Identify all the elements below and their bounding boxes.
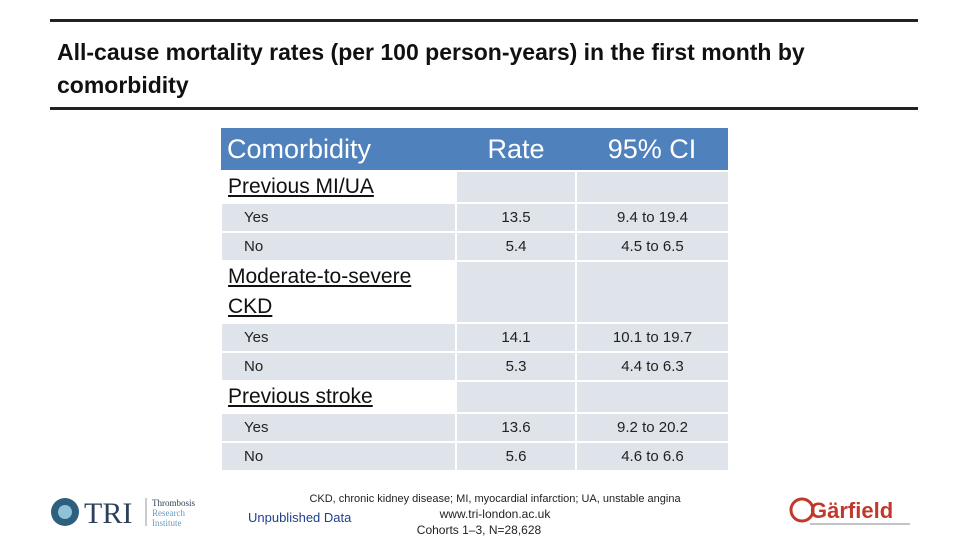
group-row: Previous stroke	[220, 380, 728, 413]
ci: 4.6 to 6.6	[575, 441, 728, 470]
header-row: Comorbidity Rate 95% CI	[221, 128, 728, 171]
column-header: Comorbidity	[221, 128, 456, 171]
row-label: No	[220, 441, 456, 470]
garfield-text: Gärfield	[810, 498, 893, 523]
website: www.tri-london.ac.uk	[439, 507, 551, 521]
unpublished-note: Unpublished Data	[248, 510, 352, 525]
ci: 9.4 to 19.4	[575, 202, 728, 232]
data-row: No 5.3 4.4 to 6.3	[220, 351, 728, 381]
empty-cell	[575, 380, 728, 413]
ci: 9.2 to 20.2	[575, 412, 728, 442]
row-label: No	[220, 351, 456, 381]
table-body: Previous MI/UA Yes 13.5 9.4 to 19.4 No 5.4 4.5…	[220, 170, 728, 470]
data-row: Yes 13.6 9.2 to 20.2	[220, 412, 728, 442]
tri-name: Research	[152, 508, 185, 518]
top-rule	[50, 19, 918, 22]
tri-name: Thrombosis	[152, 498, 195, 508]
row-label: Yes	[220, 322, 456, 352]
cohorts: Cohorts 1–3, N=28,628	[416, 523, 542, 537]
column-header: Rate	[456, 128, 576, 171]
empty-cell	[455, 170, 576, 203]
tri-text: TRI	[84, 497, 132, 530]
data-row: Yes 13.5 9.4 to 19.4	[220, 202, 728, 232]
group-row: Moderate-to-severe CKD	[220, 260, 728, 323]
ci: 4.5 to 6.5	[575, 231, 728, 261]
rate: 5.6	[455, 441, 576, 470]
rate: 13.5	[455, 202, 576, 232]
tri-logo: TRI Thrombosis Research Institute	[51, 497, 195, 530]
title-rule	[50, 107, 918, 110]
group-label: Previous stroke	[220, 380, 456, 413]
rate: 5.3	[455, 351, 576, 381]
ci: 10.1 to 19.7	[575, 322, 728, 352]
garfield-logo: Gärfield	[789, 497, 910, 525]
row-label: Yes	[220, 202, 456, 232]
column-header: 95% CI	[576, 128, 728, 171]
rate: 5.4	[455, 231, 576, 261]
title: All-cause mortality rates (per 100 perso…	[57, 39, 805, 98]
group-label: Moderate-to-severe CKD	[220, 260, 456, 323]
logo-swirl	[789, 497, 815, 523]
empty-cell	[575, 260, 728, 323]
row-label: Yes	[220, 412, 456, 442]
data-row: No 5.4 4.5 to 6.5	[220, 231, 728, 261]
empty-cell	[455, 380, 576, 413]
abbreviations: CKD, chronic kidney disease; MI, myocard…	[309, 493, 681, 505]
rate: 13.6	[455, 412, 576, 442]
row-label: No	[220, 231, 456, 261]
logo-circle-inner	[58, 505, 72, 519]
rate: 14.1	[455, 322, 576, 352]
empty-cell	[575, 170, 728, 203]
data-row: No 5.6 4.6 to 6.6	[220, 441, 728, 470]
empty-cell	[455, 260, 576, 323]
group-label: Previous MI/UA	[220, 170, 456, 203]
tri-name: Institute	[152, 518, 182, 528]
table: Comorbidity Rate 95% CI Previous MI/UA Yes 1…	[220, 128, 728, 470]
data-row: Yes 14.1 10.1 to 19.7	[220, 322, 728, 352]
ci: 4.4 to 6.3	[575, 351, 728, 381]
group-row: Previous MI/UA	[220, 170, 728, 203]
